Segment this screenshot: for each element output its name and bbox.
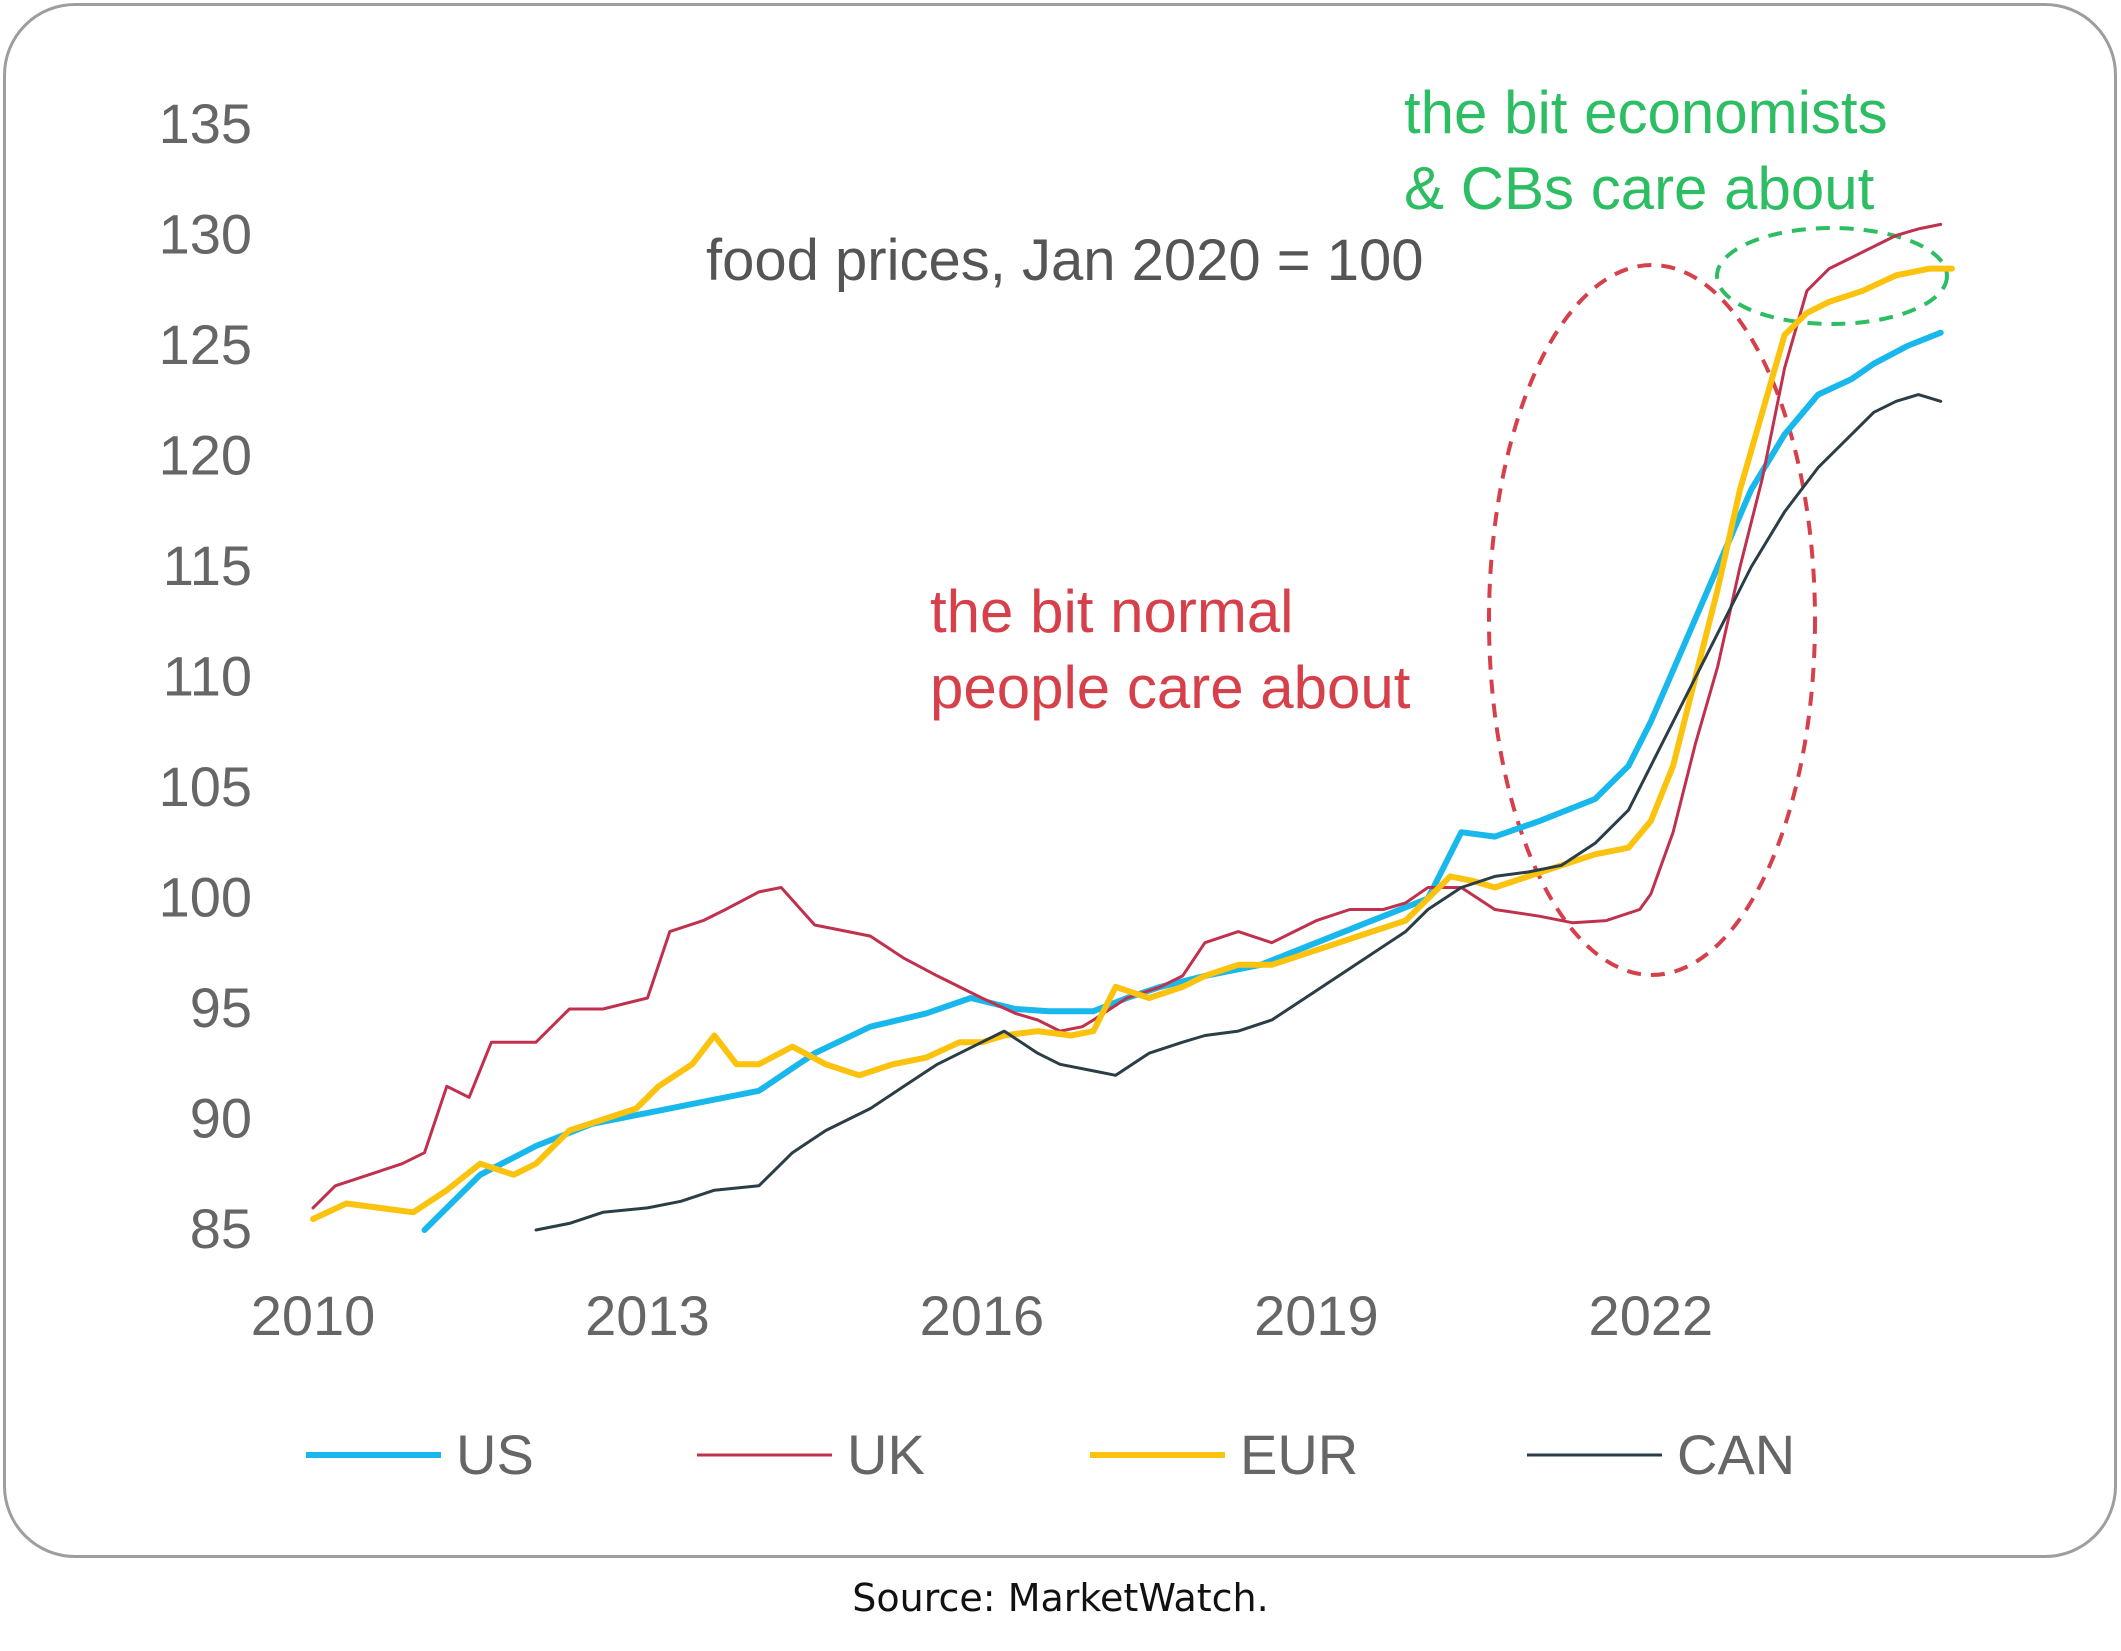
x-tick-label: 2022 — [1589, 1284, 1714, 1347]
y-tick-label: 105 — [159, 755, 252, 818]
annotation-text-econ: the bit economists — [1404, 79, 1888, 146]
annotation-text-normal: the bit normal — [930, 578, 1294, 645]
economists-ellipse — [1715, 226, 1949, 326]
legend-label-eur: EUR — [1240, 1423, 1358, 1486]
y-tick-label: 85 — [190, 1197, 252, 1260]
y-tick-label: 135 — [159, 92, 252, 155]
y-tick-label: 130 — [159, 203, 252, 266]
x-tick-label: 2019 — [1254, 1284, 1379, 1347]
x-tick-label: 2013 — [585, 1284, 710, 1347]
annotation-text-econ: & CBs care about — [1404, 155, 1875, 222]
y-tick-label: 110 — [163, 645, 252, 708]
series-line-us — [421, 329, 1944, 1233]
legend-label-us: US — [456, 1423, 534, 1486]
x-tick-label: 2010 — [251, 1284, 376, 1347]
source-note: Source: MarketWatch. — [852, 1576, 1269, 1620]
x-tick-label: 2016 — [920, 1284, 1045, 1347]
y-tick-label: 125 — [159, 313, 252, 376]
series-line-uk — [311, 222, 1943, 1210]
y-tick-label: 115 — [163, 534, 252, 597]
series-line-can — [534, 393, 1943, 1232]
normal-people-ellipse — [1487, 263, 1817, 977]
chart-card — [3, 3, 2117, 1558]
legend-label-uk: UK — [847, 1423, 925, 1486]
y-tick-label: 100 — [159, 866, 252, 929]
annotation-text-normal: people care about — [930, 654, 1411, 721]
chart-title: food prices, Jan 2020 = 100 — [706, 228, 1423, 293]
y-tick-label: 90 — [190, 1087, 252, 1150]
legend-label-can: CAN — [1677, 1423, 1795, 1486]
series-line-eur — [310, 265, 1955, 1222]
y-tick-label: 120 — [159, 424, 252, 487]
y-tick-label: 95 — [190, 976, 252, 1039]
